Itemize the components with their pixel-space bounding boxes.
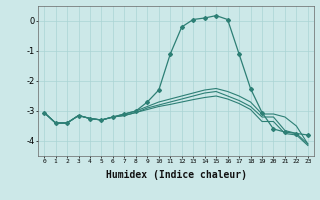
X-axis label: Humidex (Indice chaleur): Humidex (Indice chaleur) (106, 170, 246, 180)
